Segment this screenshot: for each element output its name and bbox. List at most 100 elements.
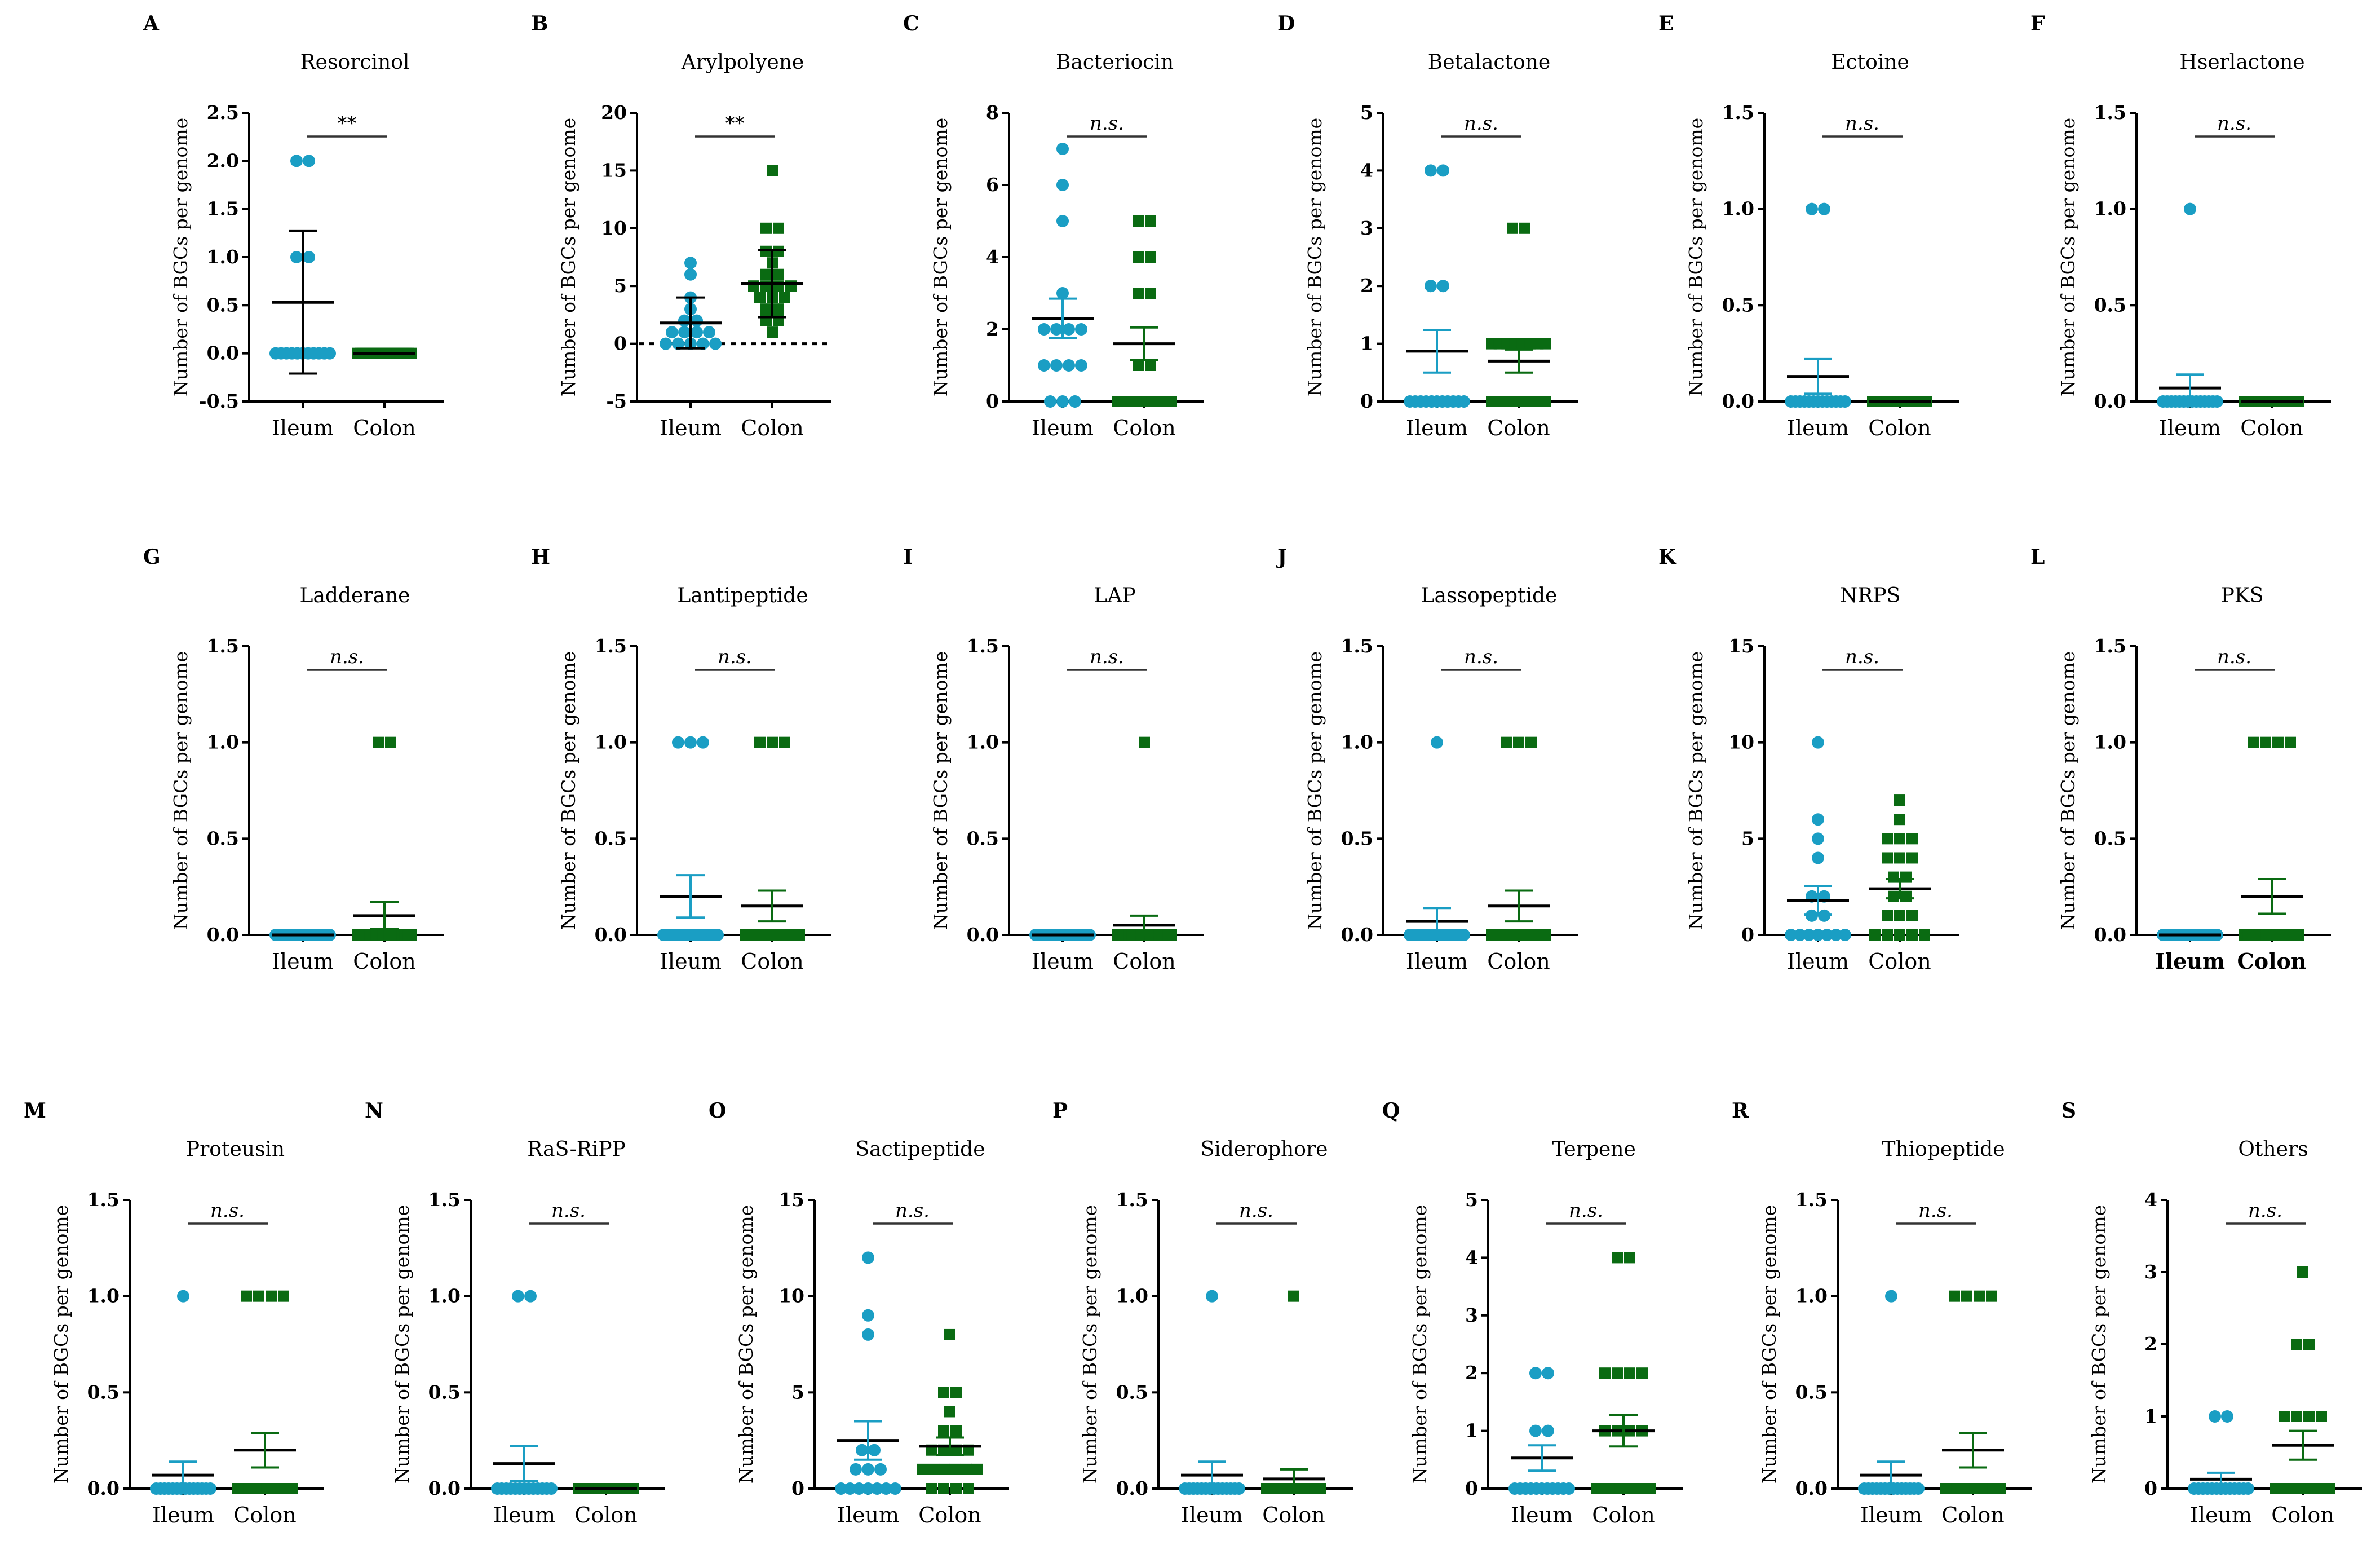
y-tick-label: 1.5: [87, 1189, 120, 1211]
x-category-label: Colon: [1868, 416, 1931, 440]
y-tick-label: 0.0: [1116, 1477, 1148, 1499]
x-category-label: Ileum: [493, 1503, 555, 1528]
x-category-label: Ileum: [152, 1503, 214, 1528]
data-point-colon: [1612, 1252, 1623, 1264]
x-category-label: Colon: [1487, 416, 1550, 440]
data-point-ileum: [2209, 1410, 2221, 1423]
significance-label: n.s.: [1090, 112, 1124, 135]
y-tick-label: 6: [986, 174, 999, 196]
x-category-label: Ileum: [2159, 416, 2221, 440]
data-point-colon: [944, 1406, 955, 1418]
x-category-label: Colon: [1262, 1503, 1325, 1528]
data-point-colon: [971, 1463, 983, 1475]
data-point-colon: [1540, 929, 1551, 941]
y-axis-label: Number of BGCs per genome: [391, 1205, 413, 1484]
data-point-colon: [266, 1290, 277, 1302]
y-tick-label: 1.0: [207, 731, 239, 753]
y-tick-label: 0.5: [87, 1381, 120, 1403]
data-point-colon: [939, 1463, 950, 1475]
x-category-label: Ileum: [1032, 949, 1094, 974]
y-tick-label: 4: [1465, 1246, 1478, 1268]
x-category-label: Ileum: [1406, 416, 1468, 440]
data-point-colon: [2303, 1411, 2315, 1422]
y-axis-label: Number of BGCs per genome: [735, 1205, 757, 1484]
data-point-colon: [760, 268, 772, 280]
data-point-ileum: [512, 1290, 524, 1303]
y-tick-label: 0.0: [207, 924, 239, 946]
data-point-colon: [928, 1463, 940, 1475]
y-tick-label: 10: [778, 1285, 804, 1307]
data-point-ileum: [2184, 202, 2196, 215]
y-tick-label: 1.5: [207, 198, 239, 220]
data-point-colon: [1507, 222, 1518, 234]
x-category-label: Ileum: [1511, 1503, 1573, 1528]
x-category-label: Ileum: [660, 416, 722, 440]
data-point-ileum: [880, 1482, 892, 1495]
y-tick-label: 4: [2144, 1189, 2157, 1211]
data-point-colon: [949, 1463, 961, 1475]
y-axis-label: Number of BGCs per genome: [170, 651, 192, 930]
significance-label: n.s.: [1918, 1199, 1953, 1222]
y-tick-label: 5: [1360, 101, 1373, 123]
y-tick-label: 1.0: [2094, 198, 2126, 220]
x-category-label: Ileum: [1787, 949, 1849, 974]
data-point-ileum: [1458, 395, 1470, 408]
data-point-colon: [1882, 852, 1893, 864]
data-point-colon: [1882, 910, 1893, 921]
panel-letter: S: [2062, 1099, 2076, 1123]
data-point-colon: [1894, 794, 1905, 806]
y-tick-label: 5: [1465, 1189, 1478, 1211]
y-tick-label: 0.0: [207, 342, 239, 364]
data-point-ileum: [660, 337, 672, 350]
data-point-colon: [1894, 814, 1905, 826]
y-tick-label: 0.0: [428, 1477, 461, 1499]
panel-title: PKS: [2221, 584, 2264, 607]
data-point-colon: [2324, 1483, 2335, 1494]
data-point-colon: [944, 1328, 955, 1340]
data-point-ileum: [2242, 1482, 2254, 1495]
y-axis-label: Number of BGCs per genome: [2057, 651, 2079, 930]
data-point-colon: [1145, 360, 1156, 371]
panel-title: Arylpolyene: [681, 51, 804, 74]
data-point-colon: [2297, 1266, 2308, 1278]
y-tick-label: -5: [606, 390, 627, 412]
data-point-ileum: [1425, 164, 1437, 177]
data-point-ileum: [1563, 1482, 1575, 1495]
x-category-label: Colon: [353, 949, 415, 974]
data-point-ileum: [844, 1482, 856, 1495]
panel-k: K NRPS Number of BGCs per genome 0 5 10 15 Ileu…: [1658, 545, 1959, 974]
data-point-colon: [760, 222, 772, 234]
x-category-label: Colon: [1487, 949, 1550, 974]
data-point-colon: [2285, 736, 2296, 748]
data-point-colon: [1906, 929, 1918, 941]
y-tick-label: 1.0: [2094, 731, 2126, 753]
y-tick-label: 1.5: [1722, 101, 1754, 123]
data-point-colon: [1986, 1290, 1997, 1302]
y-tick-label: 5: [791, 1381, 804, 1403]
y-tick-label: 1: [1360, 333, 1373, 355]
data-point-ileum: [1056, 287, 1069, 299]
significance-label: n.s.: [1845, 112, 1879, 135]
y-tick-label: -0.5: [199, 390, 239, 412]
y-tick-label: 2: [1360, 275, 1373, 297]
data-point-ileum: [1912, 1482, 1925, 1495]
data-point-ileum: [1038, 359, 1050, 372]
y-axis-label: Number of BGCs per genome: [2057, 118, 2079, 396]
data-point-ileum: [709, 337, 722, 350]
data-point-ileum: [862, 1463, 874, 1476]
y-tick-label: 4: [1360, 159, 1373, 181]
panel-h: H Lantipeptide Number of BGCs per genome 0.…: [531, 545, 831, 974]
panel-letter: R: [1732, 1099, 1749, 1123]
data-point-ileum: [1542, 1424, 1554, 1437]
y-tick-label: 1.0: [1722, 198, 1754, 220]
data-point-colon: [760, 280, 772, 292]
data-point-ileum: [853, 1482, 865, 1495]
data-point-colon: [773, 222, 784, 234]
y-tick-label: 0.0: [1722, 390, 1754, 412]
x-category-label: Colon: [574, 1503, 637, 1528]
data-point-ileum: [1839, 929, 1851, 941]
data-point-ileum: [1458, 929, 1470, 941]
data-point-ileum: [545, 1482, 558, 1495]
data-point-ileum: [691, 314, 703, 327]
